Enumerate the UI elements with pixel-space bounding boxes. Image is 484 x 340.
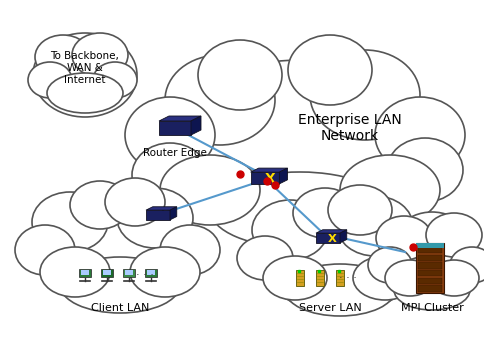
Ellipse shape [340,155,440,225]
Ellipse shape [72,33,128,77]
Polygon shape [159,121,191,135]
Ellipse shape [263,256,327,300]
Ellipse shape [385,212,479,308]
Ellipse shape [368,247,412,283]
Ellipse shape [47,73,123,113]
Bar [79,269,91,277]
Ellipse shape [382,236,438,280]
Bar [123,269,135,277]
Polygon shape [316,230,347,233]
Ellipse shape [288,35,372,105]
Ellipse shape [260,203,420,313]
Ellipse shape [198,40,282,110]
Bar [145,269,157,277]
Bar [296,270,304,286]
Ellipse shape [375,97,465,173]
Bar [416,243,444,248]
Text: Enterprise LAN
Network: Enterprise LAN Network [298,113,402,143]
Ellipse shape [70,181,130,229]
Ellipse shape [40,192,200,308]
Polygon shape [251,172,279,184]
Bar [418,270,442,276]
Text: X: X [265,172,276,186]
Ellipse shape [385,260,435,296]
Bar [418,286,442,292]
Ellipse shape [32,192,108,252]
Text: Router Edge: Router Edge [143,148,207,158]
Polygon shape [146,207,177,210]
Ellipse shape [160,225,220,275]
Polygon shape [191,116,201,135]
Ellipse shape [237,236,293,280]
Text: Client LAN: Client LAN [91,303,149,313]
Bar [316,270,324,286]
Text: · · ·: · · · [339,273,357,283]
Polygon shape [251,168,287,172]
Ellipse shape [310,50,420,140]
Ellipse shape [328,185,392,235]
Bar [418,278,442,284]
Ellipse shape [353,256,417,300]
Bar [147,270,155,275]
Bar [81,270,90,275]
Text: X: X [328,234,337,244]
Ellipse shape [60,257,180,313]
Ellipse shape [105,178,165,226]
Bar [336,270,344,286]
Ellipse shape [293,188,357,238]
Polygon shape [340,230,347,243]
Ellipse shape [160,155,260,225]
Ellipse shape [132,143,208,207]
Bar [416,243,444,293]
Ellipse shape [130,247,200,297]
Ellipse shape [170,60,430,230]
Ellipse shape [450,247,484,283]
Ellipse shape [376,216,432,260]
Ellipse shape [165,55,275,145]
Ellipse shape [125,97,215,173]
Ellipse shape [429,260,479,296]
Ellipse shape [337,196,413,256]
Ellipse shape [33,33,137,117]
Text: MPI Cluster: MPI Cluster [401,303,463,313]
Polygon shape [146,210,170,220]
Polygon shape [279,168,287,184]
Bar [124,270,134,275]
Bar [418,247,442,253]
Polygon shape [316,233,340,243]
Ellipse shape [210,172,390,248]
Ellipse shape [117,188,193,248]
Ellipse shape [40,247,110,297]
Bar [418,255,442,261]
Text: Server LAN: Server LAN [299,303,362,313]
Polygon shape [170,207,177,220]
Ellipse shape [35,35,91,79]
Polygon shape [159,116,201,121]
Ellipse shape [285,264,395,316]
Ellipse shape [252,200,328,260]
Bar [101,269,113,277]
Ellipse shape [387,138,463,202]
Bar [103,270,111,275]
Bar [418,262,442,269]
Text: · · ·: · · · [136,270,154,280]
Ellipse shape [426,213,482,257]
Ellipse shape [15,225,75,275]
Text: To Backbone,
WAN &
Internet: To Backbone, WAN & Internet [50,51,120,85]
Ellipse shape [394,270,470,310]
Ellipse shape [28,62,72,98]
Ellipse shape [93,62,137,98]
